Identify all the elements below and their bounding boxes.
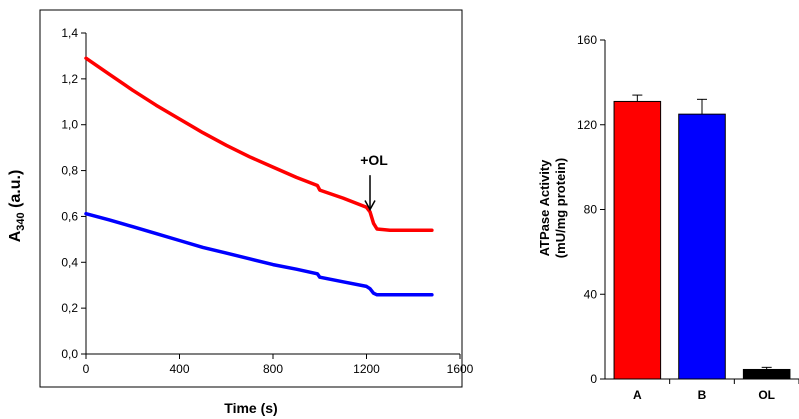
line-chart-ticks: 0,0 0,2 0,4 0,6 0,8 1,0 1,2 1,4 0 400 800 1200 1600	[61, 26, 473, 376]
bar-category-label: B	[698, 388, 707, 402]
bar-chart-bars: A B OL	[613, 94, 799, 402]
line-series-1	[84, 211, 434, 297]
x-tick-label: 0	[83, 362, 90, 376]
line-chart-y-axis-title: A340 (a.u.)	[7, 170, 27, 243]
line-chart-annotation: +OL	[360, 152, 388, 212]
y-axis-title-main: A	[7, 230, 24, 242]
bar-chart-y-axis-title-line1: ATPase Activity	[537, 159, 552, 257]
bar-OL	[742, 368, 791, 380]
line-series-0	[84, 56, 434, 232]
bar-A	[613, 100, 662, 380]
y-tick-label: 0,0	[61, 347, 78, 361]
y-tick-label: 0,8	[61, 164, 78, 178]
y-tick-label: 0,2	[61, 301, 78, 315]
y-tick-label: 1,2	[61, 72, 78, 86]
y-tick-label: 1,4	[61, 26, 78, 40]
bar-chart-ticks: 0 40 80 120 160	[577, 33, 605, 386]
bar-category-label: OL	[758, 388, 775, 402]
y-tick-label: 0,6	[61, 209, 78, 223]
line-chart: 0,00,20,40,60,81,01,21,40 400 800 1200 1600 …	[7, 26, 474, 416]
x-tick-label: 1600	[447, 362, 474, 376]
x-tick-label: 400	[169, 362, 189, 376]
line-chart-x-axis-title: Time (s)	[224, 400, 277, 416]
bar-B	[678, 113, 726, 380]
bar-y-tick-label: 160	[577, 33, 597, 47]
y-tick-label: 0,4	[61, 255, 78, 269]
x-tick-label: 1200	[353, 362, 380, 376]
y-tick-label: 1,0	[61, 118, 78, 132]
annotation-arrow-icon	[364, 200, 376, 212]
bar-y-tick-label: 80	[584, 203, 598, 217]
y-axis-title-subscript: 340	[15, 212, 27, 230]
y-axis-title-unit: (a.u.)	[7, 170, 24, 213]
bar-y-tick-label: 0	[590, 372, 597, 386]
bar-chart-y-axis-title-line2: (mU/mg protein)	[553, 158, 568, 258]
annotation-label: +OL	[360, 152, 388, 168]
line-chart-frame	[39, 9, 463, 388]
bar-category-label: A	[633, 388, 642, 402]
x-tick-label: 800	[263, 362, 283, 376]
bar-y-tick-label: 120	[577, 118, 597, 132]
bar-y-tick-label: 40	[584, 287, 598, 301]
line-chart-series	[84, 56, 434, 297]
bar-chart: 0 40 80 120 160 A B OL ATPase Activity (mU/mg …	[537, 33, 799, 402]
